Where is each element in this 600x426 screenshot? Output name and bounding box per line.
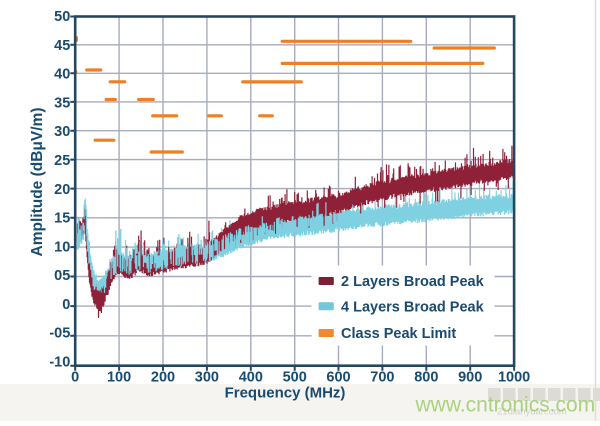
svg-text:10: 10 [54,239,70,255]
svg-text:30: 30 [54,124,70,140]
svg-text:300: 300 [195,370,219,386]
svg-text:-10: -10 [49,355,70,371]
svg-text:Class Peak Limit: Class Peak Limit [341,326,456,342]
svg-text:500: 500 [283,370,307,386]
svg-text:15: 15 [54,211,70,227]
svg-text:0: 0 [71,370,79,386]
svg-text:Amplitude (dBμV/m): Amplitude (dBμV/m) [29,108,46,257]
svg-text:20: 20 [54,182,70,198]
svg-text:50: 50 [54,9,70,25]
svg-text:100: 100 [107,370,131,386]
svg-text:1000: 1000 [498,370,530,386]
svg-text:45: 45 [54,38,70,54]
svg-text:900: 900 [458,370,482,386]
svg-text:0: 0 [62,297,70,313]
svg-text:35: 35 [54,95,70,111]
svg-text:21dianyuan.com: 21dianyuan.com [497,407,567,418]
svg-text:40: 40 [54,67,70,83]
svg-text:www.cntronics.com: www.cntronics.com [415,394,596,417]
svg-text:400: 400 [239,370,263,386]
svg-text:700: 700 [370,370,394,386]
svg-text:4 Layers Broad Peak: 4 Layers Broad Peak [341,300,485,316]
svg-text:600: 600 [326,370,350,386]
svg-text:2 Layers Broad Peak: 2 Layers Broad Peak [341,274,485,290]
svg-text:-05: -05 [49,326,70,342]
svg-text:05: 05 [54,268,70,284]
svg-text:25: 25 [54,153,70,169]
svg-text:800: 800 [414,370,438,386]
svg-text:200: 200 [151,370,175,386]
svg-text:Frequency (MHz): Frequency (MHz) [225,385,346,402]
